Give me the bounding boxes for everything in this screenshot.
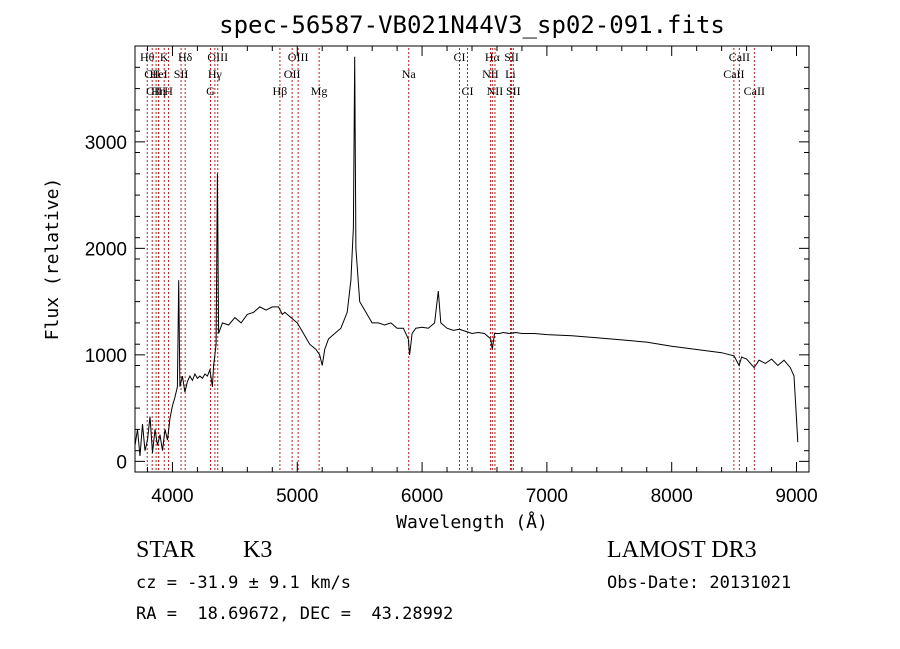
coordinates: RA = 18.69672, DEC = 43.28992 — [136, 604, 454, 624]
y-tick-label: 1000 — [85, 346, 127, 367]
star-class: STAR — [136, 537, 196, 563]
line-label: G — [206, 84, 215, 98]
axis-ticks: 4000 5000 6000 7000 8000 9000 0 1000 2000 3000 — [85, 45, 818, 507]
spectrum-line — [134, 56, 799, 457]
x-tick-label: 8000 — [651, 486, 693, 507]
line-label: CaII — [729, 50, 750, 64]
line-label: OIII — [207, 50, 228, 64]
line-label: SII — [174, 67, 189, 81]
line-label: SII — [506, 84, 521, 98]
plot-frame — [134, 45, 810, 473]
line-label: Na — [402, 67, 417, 81]
line-label: CI — [454, 50, 466, 64]
line-label: Hα — [485, 50, 501, 64]
y-tick-label: 0 — [116, 452, 127, 473]
line-label: Hγ — [208, 67, 223, 81]
line-label: K — [160, 50, 169, 64]
redshift-info: cz = -31.9 ± 9.1 km/s — [136, 573, 351, 593]
y-tick-label: 3000 — [85, 133, 127, 154]
y-axis-label: Flux (relative) — [42, 178, 63, 341]
y-tick-label: 2000 — [85, 239, 127, 260]
star-subclass: K3 — [243, 537, 273, 563]
line-label: CaII — [744, 84, 765, 98]
obs-date: Obs-Date: 20131021 — [607, 573, 792, 593]
line-label: CIII — [146, 84, 166, 98]
line-label: NII — [487, 84, 504, 98]
x-tick-label: 9000 — [775, 486, 817, 507]
line-label: CI — [462, 84, 474, 98]
line-label: Hθ — [140, 50, 155, 64]
line-label: Hη — [151, 84, 166, 98]
line-label: Hδ — [178, 50, 193, 64]
line-label: Mg — [311, 84, 328, 98]
line-label: H — [164, 84, 173, 98]
line-label: NII — [482, 67, 499, 81]
x-tick-label: 6000 — [401, 486, 443, 507]
x-axis-label: Wavelength (Å) — [396, 511, 548, 533]
x-tick-label: 4000 — [151, 486, 193, 507]
line-label: Li — [505, 67, 516, 81]
line-label: SII — [504, 50, 519, 64]
x-tick-label: 5000 — [276, 486, 318, 507]
line-label: Hβ — [273, 84, 288, 98]
survey-name: LAMOST DR3 — [607, 537, 757, 563]
x-tick-label: 7000 — [526, 486, 568, 507]
spectrum-series — [134, 56, 799, 457]
chart-title: spec-56587-VB021N44V3_sp02-091.fits — [219, 11, 725, 39]
line-label: OIII — [288, 50, 309, 64]
line-label: CaII — [723, 67, 744, 81]
line-label: OII — [284, 67, 301, 81]
